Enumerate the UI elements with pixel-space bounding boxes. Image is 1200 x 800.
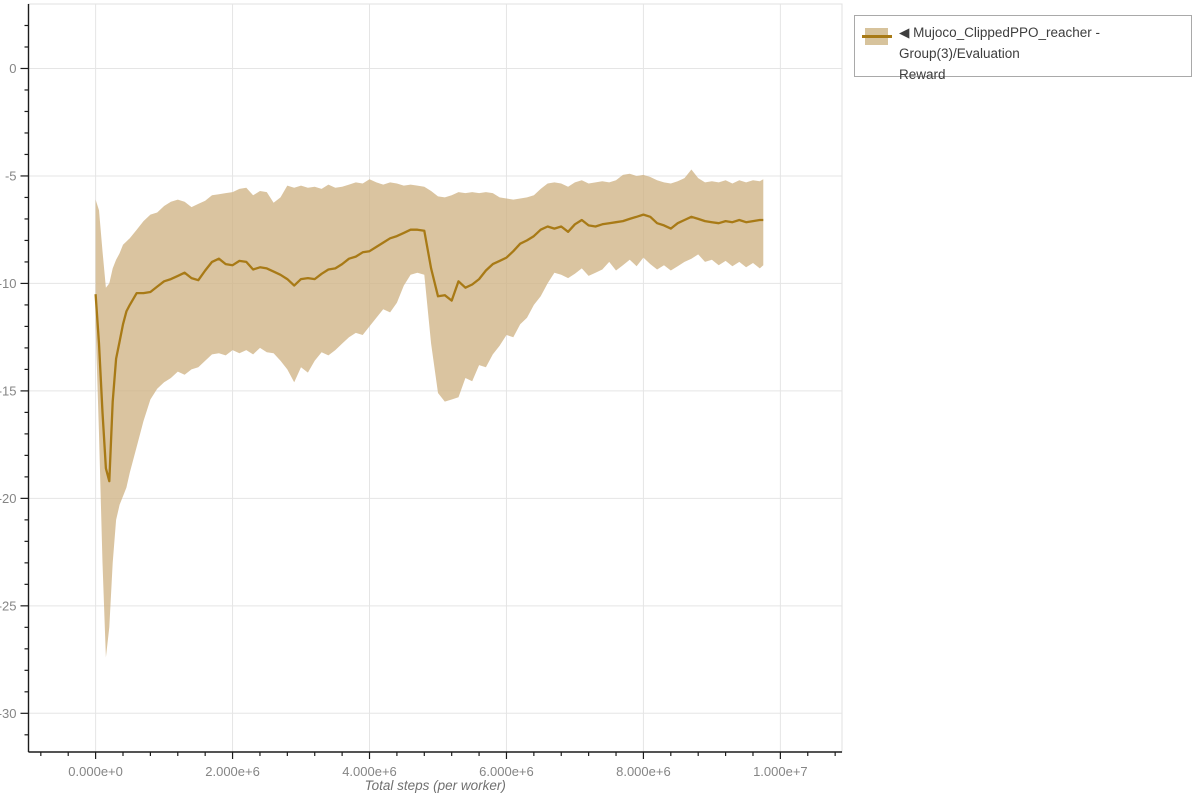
y-tick-label: 0 bbox=[9, 61, 16, 76]
legend-label-line2: Reward bbox=[899, 67, 946, 82]
x-tick-label: 1.000e+7 bbox=[753, 764, 808, 779]
x-tick-label: 8.000e+6 bbox=[616, 764, 671, 779]
y-tick-label: -25 bbox=[0, 598, 17, 613]
x-tick-label: 4.000e+6 bbox=[342, 764, 397, 779]
x-tick-label: 6.000e+6 bbox=[479, 764, 534, 779]
y-tick-label: -15 bbox=[0, 383, 17, 398]
legend-item-swatch[interactable] bbox=[862, 28, 892, 45]
series-line-swatch bbox=[862, 35, 892, 38]
legend-item-label[interactable]: ◀ Mujoco_ClippedPPO_reacher - Group(3)/E… bbox=[899, 22, 1183, 85]
x-axis-title: Total steps (per worker) bbox=[365, 778, 506, 793]
series-line bbox=[94, 213, 764, 483]
plot-canvas[interactable] bbox=[29, 4, 843, 752]
x-tick-label: 0.000e+0 bbox=[68, 764, 123, 779]
legend-box: ◀ Mujoco_ClippedPPO_reacher - Group(3)/E… bbox=[854, 15, 1192, 82]
series-band bbox=[95, 169, 764, 658]
y-tick-label: -20 bbox=[0, 491, 17, 506]
legend-label-line1: ◀ Mujoco_ClippedPPO_reacher - Group(3)/E… bbox=[899, 25, 1100, 61]
y-tick-label: -10 bbox=[0, 276, 17, 291]
y-tick-label: -30 bbox=[0, 706, 17, 721]
y-tick-label: -5 bbox=[5, 168, 17, 183]
x-tick-label: 2.000e+6 bbox=[205, 764, 260, 779]
